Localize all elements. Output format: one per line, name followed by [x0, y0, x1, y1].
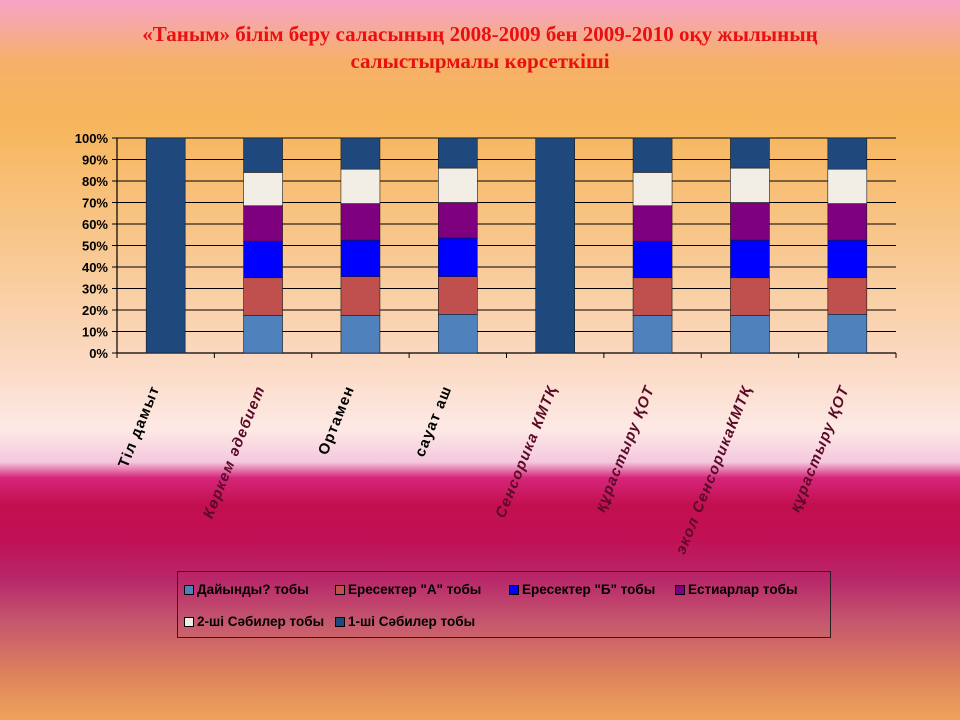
bar-segment-s2-c2 — [243, 277, 283, 316]
bar-segment-s2-c6 — [632, 277, 673, 316]
legend-label: 1-ші Сәбилер тобы — [348, 614, 476, 629]
legend-item-4: Естиарлар тобы — [675, 582, 797, 597]
x-category-label-3: Ортамен — [315, 383, 358, 457]
y-tick-label: 20% — [82, 303, 108, 318]
bar-segment-s5-c4 — [438, 167, 478, 203]
bar-segment-s6-c7 — [730, 137, 770, 169]
legend-label: Естиарлар тобы — [688, 582, 798, 597]
legend-swatch — [184, 616, 194, 627]
x-category-label-6: құрастыру ҚОТ — [592, 383, 659, 515]
x-category-label-1: Тіл дамыт — [115, 383, 163, 470]
bar-segment-s1-c4 — [438, 313, 478, 354]
bar-segment-s1-c7 — [730, 315, 770, 354]
bar-segment-s4-c8 — [827, 203, 868, 241]
bar-segment-s2-c4 — [438, 276, 478, 315]
bar-segment-s4-c3 — [340, 203, 381, 241]
bar-segment-s2-c8 — [827, 277, 868, 315]
bar-segment-s3-c7 — [730, 239, 770, 279]
bar-segment-s4-c6 — [632, 205, 673, 242]
legend-item-5: 2-ші Сәбилер тобы — [184, 614, 324, 629]
title-line-1: «Таным» білім беру саласының 2008-2009 б… — [142, 22, 818, 46]
legend-label: 2-ші Сәбилер тобы — [197, 614, 325, 629]
title-line-2: салыстырмалы көрсеткіші — [350, 49, 610, 73]
legend-swatch — [184, 584, 194, 595]
bar-segment-s3-c4 — [438, 237, 478, 277]
chart-title: «Таным» білім беру саласының 2008-2009 б… — [40, 21, 920, 75]
x-category-label-7: экол СенсорикаКМТҚ — [672, 383, 756, 557]
bar-segment-s6-c4 — [438, 137, 478, 169]
chart-legend: Дайынды? тобы Ересектер "А" тобы Ересектер… — [177, 571, 831, 638]
x-category-label-4: сауат аш — [412, 383, 456, 459]
bar-segment-s6-c1 — [145, 137, 186, 354]
legend-swatch — [675, 584, 685, 595]
bar-segment-s6-c2 — [243, 137, 283, 173]
bar-segment-s5-c7 — [730, 167, 770, 203]
legend-label: Дайынды? тобы — [197, 582, 309, 597]
y-tick-label: 30% — [82, 282, 108, 297]
bar-segment-s4-c2 — [243, 205, 283, 242]
y-tick-label: 80% — [82, 174, 108, 189]
bar-segment-s6-c6 — [632, 137, 673, 173]
bar-segment-s4-c4 — [438, 202, 478, 239]
bar-segment-s6-c8 — [827, 137, 868, 170]
bar-segment-s6-c3 — [340, 137, 381, 170]
y-tick-label: 60% — [82, 217, 108, 232]
bar-segment-s1-c2 — [243, 315, 283, 354]
legend-label: Ересектер "Б" тобы — [522, 582, 656, 597]
bar-segment-s4-c7 — [730, 202, 770, 241]
bar-segment-s1-c8 — [827, 313, 868, 354]
legend-item-2: Ересектер "А" тобы — [335, 582, 481, 597]
y-tick-label: 40% — [82, 260, 108, 275]
legend-swatch — [335, 584, 345, 595]
legend-swatch — [509, 584, 519, 595]
bar-segment-s5-c8 — [827, 168, 868, 204]
bar-segment-s3-c3 — [340, 239, 381, 277]
bar-segment-s5-c2 — [243, 172, 283, 207]
bar-segment-s2-c3 — [340, 276, 381, 316]
y-tick-label: 50% — [82, 239, 108, 254]
legend-item-3: Ересектер "Б" тобы — [509, 582, 655, 597]
bar-segment-s1-c3 — [340, 315, 381, 354]
bar-segment-s3-c2 — [243, 240, 283, 279]
x-category-label-8: құрастыру ҚОТ — [787, 383, 854, 515]
y-tick-label: 70% — [82, 196, 108, 211]
bar-segment-s6-c5 — [535, 137, 575, 354]
bar-segment-s5-c6 — [632, 172, 673, 207]
legend-label: Ересектер "А" тобы — [348, 582, 482, 597]
legend-item-1: Дайынды? тобы — [184, 582, 309, 597]
bar-segment-s3-c8 — [827, 239, 868, 279]
y-tick-label: 0% — [89, 346, 108, 361]
y-tick-label: 10% — [82, 325, 108, 340]
bar-segment-s1-c6 — [632, 315, 673, 354]
y-tick-label: 100% — [75, 131, 109, 146]
x-category-label-2: Көркем әдебиет — [200, 383, 269, 521]
y-tick-label: 90% — [82, 153, 108, 168]
bar-segment-s2-c7 — [730, 277, 770, 316]
x-category-label-5: Сенсорика КМТҚ — [492, 383, 561, 521]
bar-segment-s3-c6 — [632, 240, 673, 279]
legend-item-6: 1-ші Сәбилер тобы — [335, 614, 475, 629]
legend-swatch — [335, 616, 345, 627]
bar-segment-s5-c3 — [340, 168, 381, 204]
